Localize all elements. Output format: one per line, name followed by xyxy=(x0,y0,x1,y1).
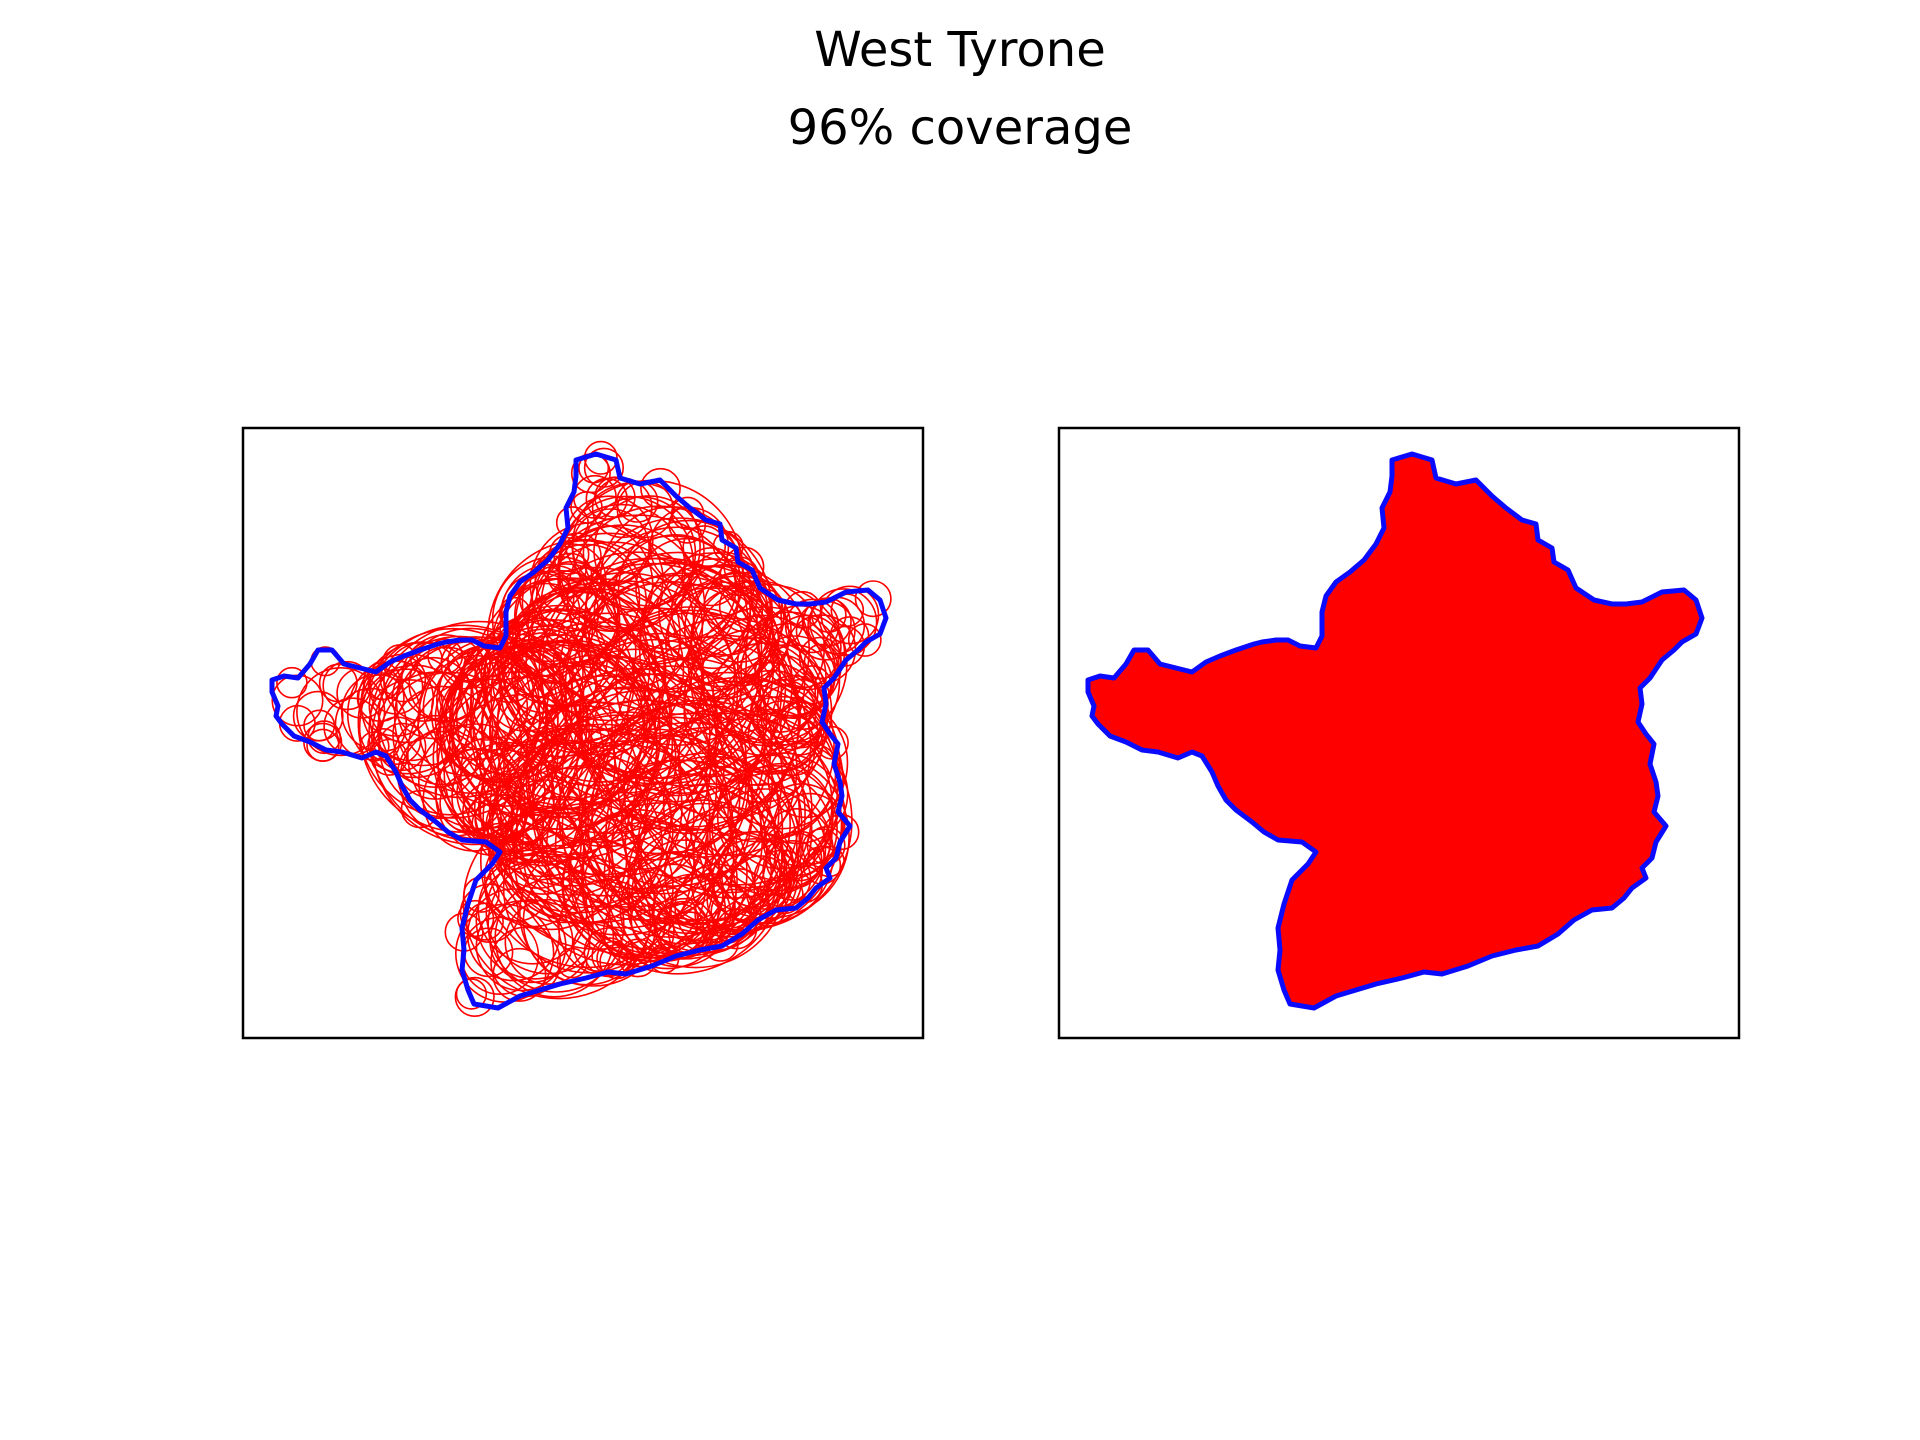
coverage-circle xyxy=(307,720,342,755)
coverage-circle xyxy=(587,721,791,926)
coverage-circle xyxy=(395,627,545,777)
coverage-circle xyxy=(684,575,792,683)
coverage-circle xyxy=(663,806,796,938)
coverage-circle xyxy=(457,899,495,938)
coverage-circle xyxy=(626,617,829,819)
coverage-circle xyxy=(454,976,495,1018)
coverage-circle xyxy=(477,854,588,965)
coverage-circle xyxy=(765,831,823,889)
coverage-circle xyxy=(545,607,768,830)
left-axes-frame xyxy=(241,426,925,1040)
coverage-circle xyxy=(847,623,882,657)
coverage-circle xyxy=(488,621,711,843)
coverage-circle xyxy=(680,563,773,656)
coverage-circle xyxy=(585,477,628,520)
coverage-circle xyxy=(718,579,772,633)
coverage-circle xyxy=(455,978,488,1010)
coverage-circle xyxy=(640,467,681,509)
coverage-circle xyxy=(491,739,648,896)
coverage-circle xyxy=(581,802,738,959)
coverage-circle xyxy=(510,714,732,936)
coverage-circle xyxy=(503,655,725,878)
coverage-circle xyxy=(571,572,793,795)
coverage-circle xyxy=(318,663,358,703)
coverage-circle xyxy=(518,686,741,908)
coverage-circle xyxy=(710,888,758,936)
coverage-circle xyxy=(489,653,712,876)
coverage-circle xyxy=(367,728,401,761)
coverage-circle xyxy=(682,525,727,569)
coverage-circle xyxy=(494,877,615,998)
coverage-circle xyxy=(747,700,820,772)
coverage-circle xyxy=(593,495,705,607)
coverage-circle xyxy=(531,699,754,921)
coverage-subtitle: 96% coverage xyxy=(787,100,1133,156)
coverage-circle xyxy=(357,664,472,779)
coverage-circle xyxy=(806,825,846,865)
coverage-circle xyxy=(362,661,402,701)
coverage-circle xyxy=(589,636,812,858)
coverage-circle xyxy=(303,709,336,742)
coverage-circle xyxy=(558,562,781,785)
coverage-circle xyxy=(482,723,672,914)
coverage-circle xyxy=(784,598,840,654)
coverage-circle xyxy=(783,590,822,629)
coverage-circle xyxy=(531,543,641,653)
coverage-circle xyxy=(510,609,608,708)
coverage-circle xyxy=(690,586,790,687)
figure-title: West Tyrone xyxy=(814,22,1106,78)
coverage-circle xyxy=(820,585,880,645)
coverage-circle xyxy=(587,561,763,736)
coverage-circle xyxy=(767,740,845,819)
circle-packing-layer xyxy=(271,440,892,1018)
coverage-circle xyxy=(582,759,783,960)
coverage-circle xyxy=(670,496,705,530)
region-boundary-left xyxy=(269,451,889,1011)
coverage-circle xyxy=(485,850,610,975)
coverage-circle xyxy=(769,614,846,691)
coverage-circle xyxy=(377,635,541,799)
coverage-circle xyxy=(557,503,686,633)
coverage-circle xyxy=(854,580,892,618)
coverage-circle xyxy=(495,625,718,848)
coverage-circle xyxy=(649,943,680,974)
coverage-fill-right xyxy=(1088,454,1702,1008)
coverage-circle xyxy=(762,840,824,901)
coverage-circle xyxy=(492,577,621,707)
coverage-circle xyxy=(580,712,803,935)
coverage-circle xyxy=(482,604,636,758)
coverage-circle xyxy=(494,801,582,889)
region-boundary-right xyxy=(1085,451,1705,1011)
coverage-circle xyxy=(370,738,408,776)
right-axes-frame xyxy=(1057,426,1741,1040)
coverage-circle xyxy=(809,588,878,657)
coverage-circle xyxy=(456,748,546,839)
coverage-circle xyxy=(554,734,777,957)
coverage-circle xyxy=(715,908,758,950)
